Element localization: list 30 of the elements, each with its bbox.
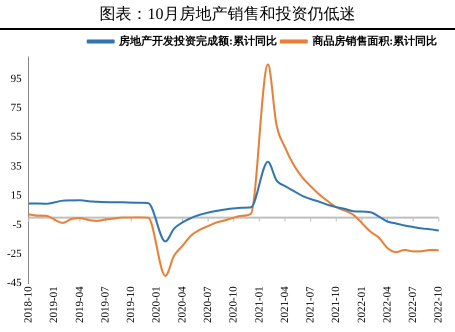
y-tick-label: -25 [6,248,22,260]
x-tick-label: 2021-10 [330,286,342,324]
x-tick-label: 2021-01 [253,286,266,324]
line-series [28,63,440,277]
y-tick-label: 95 [10,72,22,85]
x-tick-label: 2019-10 [125,286,138,324]
y-tick-label: -5 [12,218,22,231]
x-tick-label: 2021-07 [304,286,317,324]
x-tick-label: 2019-04 [74,286,86,324]
x-tick-label: 2022-01 [356,286,368,324]
x-tick-label: 2020-07 [202,286,214,324]
x-tick-label: 2020-01 [150,286,163,324]
x-tick-label: 2019-01 [48,286,60,324]
y-tick-label: -45 [6,277,22,290]
legend-label: 商品房销售面积:累计同比 [311,34,438,48]
y-tick-label: 35 [10,160,22,172]
y-tick-label: 55 [10,131,22,144]
legend-label: 房地产开发投资完成额:累计同比 [118,34,277,48]
line-series [28,160,440,242]
x-tick-label: 2021-04 [278,286,291,324]
x-tick-label: 2022-04 [381,286,394,324]
x-tick-label: 2019-07 [99,286,112,324]
x-tick-label: 2018-10 [22,286,35,324]
x-tick-label: 2020-10 [228,286,240,324]
x-tick-label: 2020-04 [176,286,188,324]
y-tick-label: 15 [10,190,22,202]
chart-title: 图表：10月房地产销售和投资仍低迷 [0,0,455,30]
x-tick-label: 2022-07 [407,286,420,324]
x-tick-label: 2022-10 [432,286,445,324]
y-tick-label: 75 [10,102,22,114]
